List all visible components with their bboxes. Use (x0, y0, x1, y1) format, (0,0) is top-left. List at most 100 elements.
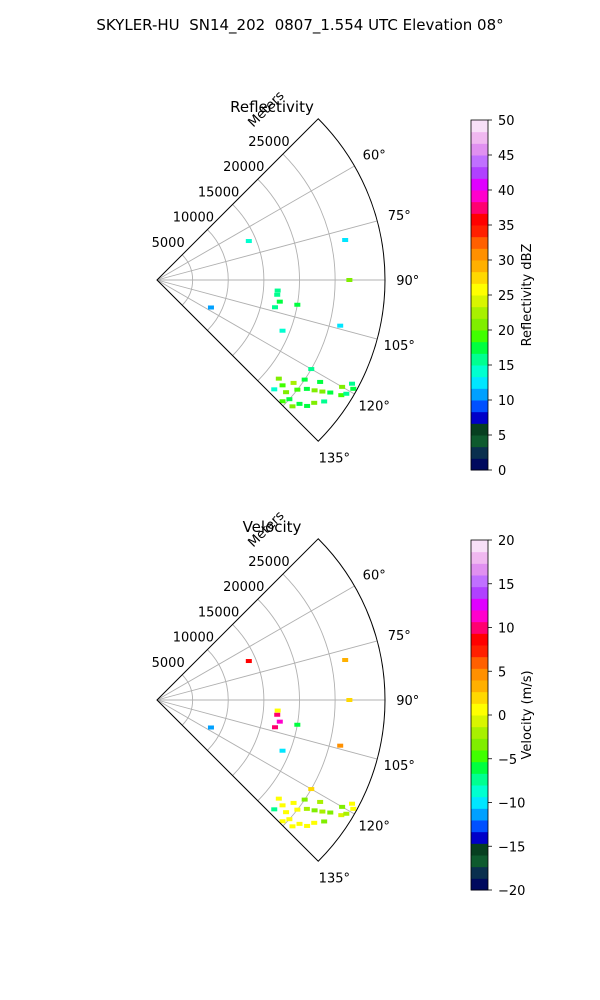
data-gate (350, 806, 357, 811)
data-gate (286, 817, 293, 822)
colorbar-swatch (471, 330, 488, 343)
colorbar-tick-label: −20 (498, 884, 525, 899)
reflectivity-panel: Reflectivity60°75°90°105°120°135°5000100… (152, 88, 535, 479)
colorbar-tick-label: 15 (498, 578, 515, 593)
data-gate (296, 401, 303, 406)
data-gate (321, 399, 328, 404)
colorbar-swatch (471, 843, 488, 856)
colorbar-swatch (471, 645, 488, 658)
colorbar-swatch (471, 831, 488, 844)
colorbar-swatch (471, 796, 488, 809)
colorbar-swatch (471, 738, 488, 751)
data-gate (276, 299, 283, 304)
colorbar-swatch (471, 376, 488, 389)
colorbar-tick-label: 0 (498, 709, 506, 724)
colorbar-tick-label: 50 (498, 114, 515, 129)
sector-outline (156, 538, 386, 862)
colorbar-swatch (471, 761, 488, 774)
azimuth-tick-label: 75° (388, 209, 411, 224)
data-gate (337, 743, 344, 748)
data-gate (274, 708, 281, 713)
data-gate (283, 390, 290, 395)
colorbar-swatch (471, 225, 488, 238)
data-gate (308, 367, 315, 372)
data-gate (271, 387, 278, 392)
colorbar-swatch (471, 691, 488, 704)
colorbar-swatch (471, 808, 488, 821)
colorbar-swatch (471, 341, 488, 354)
azimuth-gridline (156, 220, 378, 281)
colorbar-swatch (471, 575, 488, 588)
panel-title: Reflectivity (230, 98, 314, 116)
data-gate (245, 659, 252, 664)
colorbar-tick-label: 25 (498, 289, 515, 304)
colorbar-tick-label: 30 (498, 254, 515, 269)
colorbar-swatch (471, 598, 488, 611)
azimuth-tick-label: 120° (359, 399, 390, 414)
colorbar-swatch (471, 551, 488, 564)
data-gate (337, 323, 344, 328)
data-gate (311, 820, 318, 825)
colorbar-swatch (471, 190, 488, 203)
data-gate (308, 787, 315, 792)
data-gate (319, 809, 326, 814)
colorbar-tick-label: 10 (498, 622, 515, 637)
colorbar-swatch (471, 680, 488, 693)
data-gate (338, 813, 345, 818)
colorbar-swatch (471, 726, 488, 739)
data-gate (338, 393, 345, 398)
colorbar-swatch (471, 621, 488, 634)
colorbar-swatch (471, 435, 488, 448)
colorbar-swatch (471, 656, 488, 669)
panel-title: Velocity (243, 518, 302, 536)
azimuth-tick-label: 120° (359, 819, 390, 834)
colorbar-swatch (471, 668, 488, 681)
data-gate (311, 808, 318, 813)
azimuth-tick-label: 90° (396, 694, 419, 709)
colorbar-swatch (471, 703, 488, 716)
colorbar-label: Reflectivity dBZ (520, 244, 535, 347)
range-tick-label: 25000 (248, 555, 289, 570)
data-gate (290, 800, 297, 805)
data-gate (279, 383, 286, 388)
velocity-panel: Velocity 60° 75° 90° 105° 120° 135° 5000 10000 15… (152, 508, 535, 899)
colorbar-tick-label: 35 (498, 219, 515, 234)
azimuth-tick-label: 75° (388, 629, 411, 644)
figure-title: SKYLER-HU SN14_202 0807_1.554 UTC Elevat… (96, 16, 504, 34)
data-gate (303, 386, 310, 391)
data-gate (321, 819, 328, 824)
data-gate (346, 278, 353, 282)
colorbar-swatch (471, 785, 488, 798)
data-gate (274, 712, 281, 717)
azimuth-gridline (156, 640, 378, 701)
colorbar-swatch (471, 446, 488, 459)
data-gate (301, 377, 308, 382)
colorbar-swatch (471, 143, 488, 156)
data-gate (289, 404, 296, 409)
data-gate (319, 389, 326, 394)
data-gate (303, 806, 310, 811)
data-gate (279, 748, 286, 753)
colorbar-label: Velocity (m/s) (520, 670, 535, 759)
colorbar-swatch (471, 715, 488, 728)
colorbar-swatch (471, 260, 488, 273)
colorbar-tick-label: −15 (498, 840, 525, 855)
data-gate (275, 376, 282, 381)
azimuth-tick-label: 90° (396, 274, 419, 289)
data-gate (317, 379, 324, 384)
data-gate (349, 801, 356, 806)
data-gate (296, 821, 303, 826)
colorbar-tick-label: 10 (498, 394, 515, 409)
data-gate (304, 403, 311, 408)
data-gate (311, 400, 318, 405)
colorbar-tick-label: 20 (498, 324, 515, 339)
colorbar-swatch (471, 283, 488, 296)
data-gate (327, 810, 334, 815)
colorbar-tick-label: −10 (498, 797, 525, 812)
azimuth-gridline (156, 165, 355, 281)
data-gate (294, 302, 301, 307)
colorbar-swatch (471, 540, 488, 553)
data-gate (311, 388, 318, 393)
colorbar-tick-label: 40 (498, 184, 515, 199)
